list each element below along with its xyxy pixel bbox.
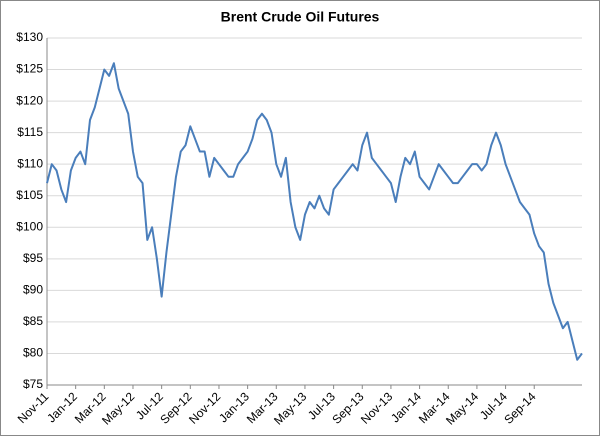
y-tick-label: $125 (16, 62, 43, 76)
y-tick-label: $80 (23, 346, 43, 360)
y-tick-label: $90 (23, 283, 43, 297)
y-tick-label: $105 (16, 188, 43, 202)
series-line (46, 62, 583, 361)
y-tick-label: $110 (17, 156, 43, 170)
y-tick-label: $130 (16, 30, 43, 44)
y-tick-label: $120 (16, 93, 43, 107)
y-tick-label: $85 (23, 314, 43, 328)
chart-title: Brent Crude Oil Futures (221, 9, 380, 25)
y-tick-label: $75 (23, 377, 43, 391)
y-tick-label: $100 (16, 219, 43, 233)
y-tick-label: $95 (23, 251, 43, 265)
y-tick-label: $115 (17, 125, 43, 139)
